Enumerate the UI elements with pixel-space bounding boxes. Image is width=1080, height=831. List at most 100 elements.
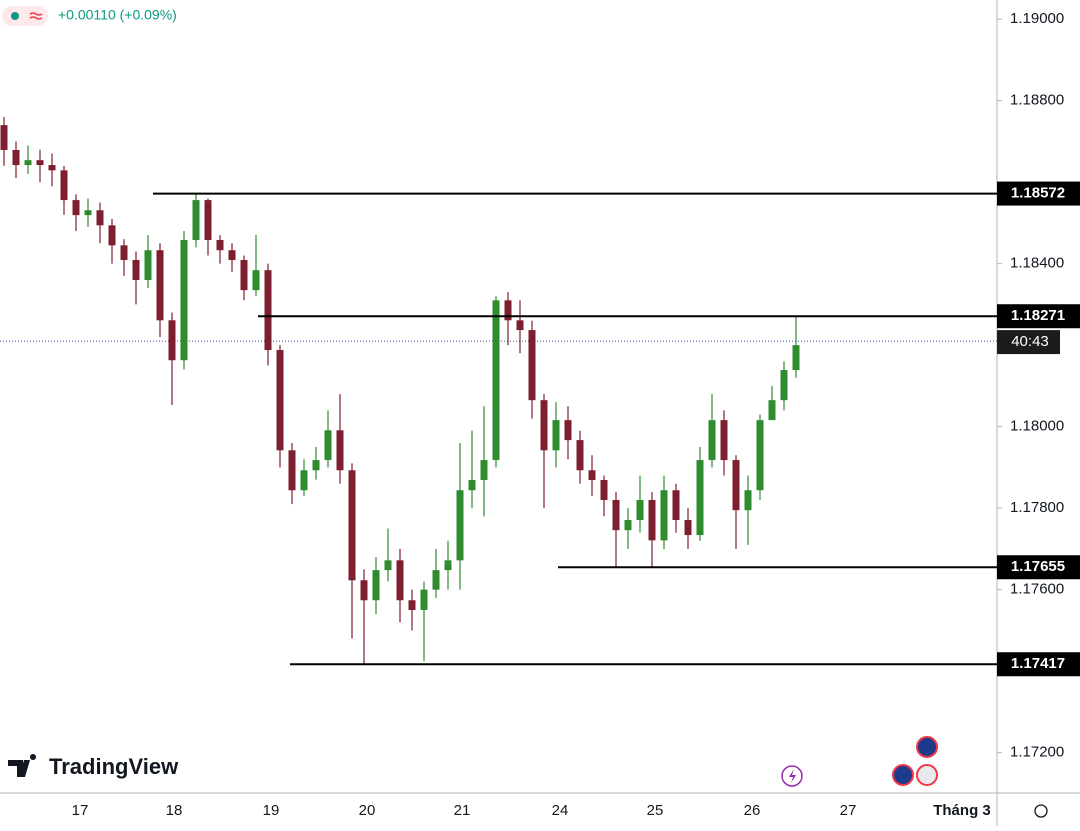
candle-body xyxy=(540,400,548,451)
candle-body xyxy=(60,170,68,201)
x-tick-label: 19 xyxy=(263,802,280,819)
candle-body xyxy=(444,560,452,571)
level-label-box xyxy=(997,304,1080,329)
candle-body xyxy=(264,270,272,351)
candle-body xyxy=(144,250,152,280)
candle-body xyxy=(396,560,404,601)
level-label: 1.18271 xyxy=(1011,307,1065,324)
candle-body xyxy=(192,200,200,241)
candle-body xyxy=(696,460,704,536)
candle-body xyxy=(384,560,392,571)
candle-body xyxy=(732,460,740,511)
level-label-box xyxy=(997,181,1080,206)
candle-body xyxy=(720,420,728,461)
event-bolt xyxy=(789,769,796,783)
countdown: 40:43 xyxy=(1011,333,1049,350)
candle-body xyxy=(168,320,176,361)
candle-body xyxy=(516,320,524,331)
candle-body xyxy=(36,160,44,166)
price-change: +0.00110 (+0.09%) xyxy=(58,7,177,23)
candle-body xyxy=(600,480,608,501)
candle-body xyxy=(564,420,572,441)
logo-mark xyxy=(8,754,37,777)
candle-body xyxy=(780,370,788,401)
candle-body xyxy=(216,240,224,251)
y-tick-label: 1.18400 xyxy=(1010,255,1064,272)
candle-body xyxy=(348,470,356,581)
candle-body xyxy=(240,259,248,291)
x-tick-label: 17 xyxy=(72,802,89,819)
level-label: 1.17417 xyxy=(1011,655,1065,672)
candle-body xyxy=(408,600,416,611)
candle-body xyxy=(552,420,560,451)
y-tick-label: 1.17800 xyxy=(1010,499,1064,516)
level-label-box xyxy=(997,652,1080,677)
candle-body xyxy=(204,200,212,241)
candle-body xyxy=(120,245,128,260)
x-tick-label: 25 xyxy=(647,802,664,819)
candle-body xyxy=(84,210,92,216)
status-dot xyxy=(11,12,19,20)
settings-icon[interactable] xyxy=(1034,804,1048,818)
candle-body xyxy=(252,270,260,291)
candle-body xyxy=(324,430,332,461)
status-icon xyxy=(29,12,43,20)
candle-body xyxy=(12,149,20,166)
eu-event-icon[interactable] xyxy=(916,736,938,758)
candle-body xyxy=(648,500,656,541)
y-tick-label: 1.19000 xyxy=(1010,10,1064,27)
candle-body xyxy=(180,240,188,361)
eu-event-icon[interactable] xyxy=(892,764,914,786)
x-tick-label: 24 xyxy=(552,802,569,819)
y-tick-label: 1.18000 xyxy=(1010,418,1064,435)
candle-body xyxy=(660,490,668,541)
candle-body xyxy=(504,300,512,321)
x-tick-label: 21 xyxy=(454,802,471,819)
candle-body xyxy=(0,125,8,150)
candle-body xyxy=(708,420,716,461)
candle-body xyxy=(624,519,632,531)
y-tick-label: 1.18800 xyxy=(1010,92,1064,109)
candle-body xyxy=(72,200,80,216)
candle-body xyxy=(276,350,284,451)
candle-body xyxy=(432,570,440,590)
candle-body xyxy=(336,430,344,471)
candle-body xyxy=(636,500,644,520)
x-tick-label: 20 xyxy=(359,802,376,819)
candle-body xyxy=(288,450,296,491)
candle-body xyxy=(684,519,692,536)
us-event-icon[interactable] xyxy=(916,764,938,786)
candle-body xyxy=(612,500,620,531)
candle-body xyxy=(156,250,164,321)
candle-body xyxy=(528,330,536,401)
candle-body xyxy=(48,165,56,171)
candle-body xyxy=(756,420,764,491)
y-tick-label: 1.17600 xyxy=(1010,581,1064,598)
x-tick-label: 27 xyxy=(840,802,857,819)
candle-body xyxy=(108,225,116,246)
candle-body xyxy=(300,470,308,491)
candle-body xyxy=(480,460,488,481)
level-label-box xyxy=(997,555,1080,580)
candle-body xyxy=(456,490,464,561)
countdown-box xyxy=(997,330,1060,355)
candle-body xyxy=(312,460,320,471)
candle-body xyxy=(228,250,236,260)
candle-body xyxy=(468,480,476,491)
candle-body xyxy=(420,589,428,611)
candle-body xyxy=(360,580,368,601)
status-pill[interactable] xyxy=(2,6,48,26)
candle-body xyxy=(672,490,680,520)
candle-body xyxy=(576,440,584,471)
x-tick-label: 26 xyxy=(744,802,761,819)
brand-text: TradingView xyxy=(49,754,179,779)
x-tick-label: 18 xyxy=(166,802,183,819)
level-label: 1.17655 xyxy=(1011,558,1065,575)
candle-body xyxy=(24,160,32,166)
x-tick-label: Tháng 3 xyxy=(933,802,991,819)
level-label: 1.18572 xyxy=(1011,185,1065,202)
y-tick-label: 1.17200 xyxy=(1010,744,1064,761)
candle-body xyxy=(372,570,380,601)
